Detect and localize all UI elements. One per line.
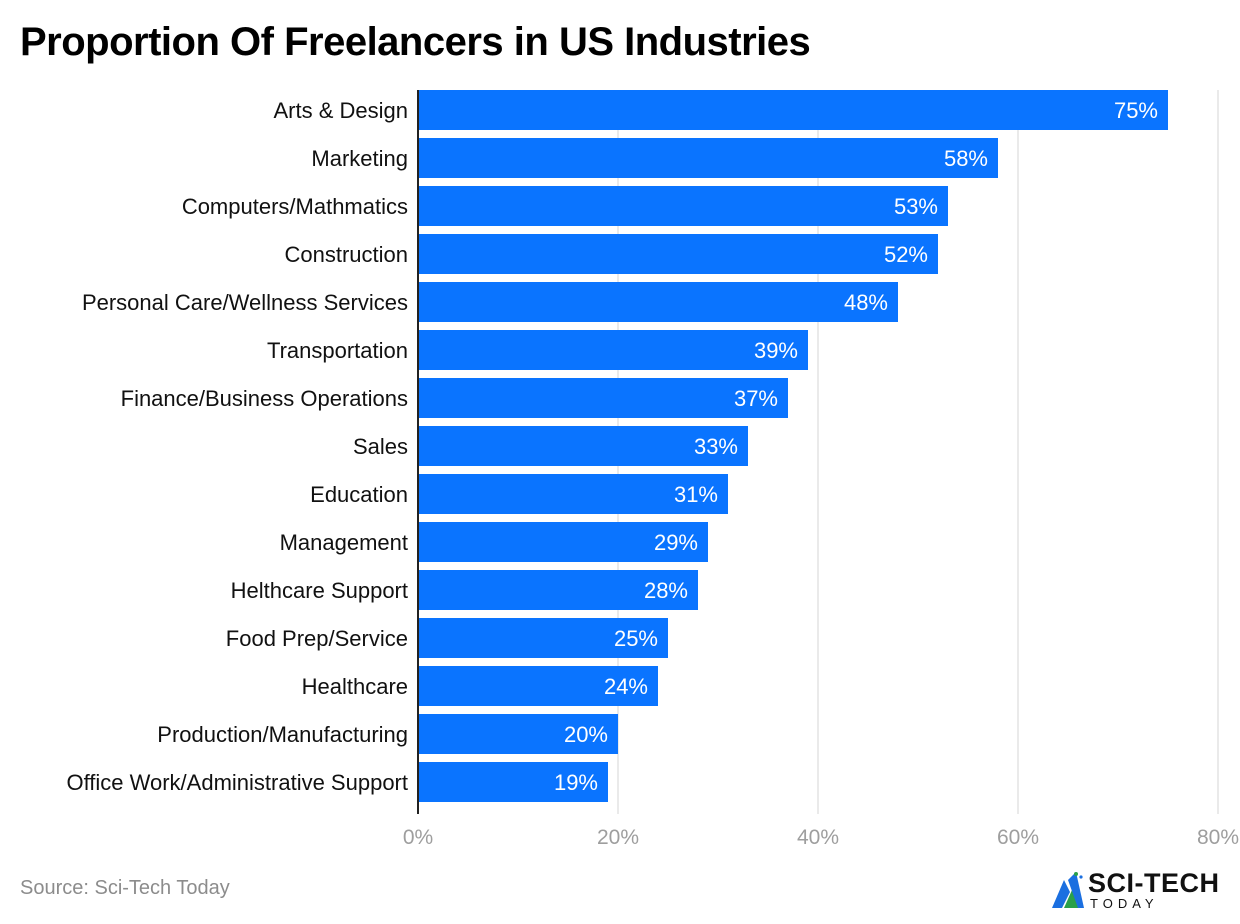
logo-subtitle: TODAY bbox=[1090, 896, 1159, 911]
data-label: 20% bbox=[564, 722, 608, 747]
data-label: 33% bbox=[694, 434, 738, 459]
data-label: 48% bbox=[844, 290, 888, 315]
category-label: Construction bbox=[284, 242, 408, 267]
category-label: Computers/Mathmatics bbox=[182, 194, 408, 219]
bar bbox=[418, 570, 698, 610]
data-label: 53% bbox=[894, 194, 938, 219]
category-label: Food Prep/Service bbox=[226, 626, 408, 651]
bar bbox=[418, 234, 938, 274]
bar-chart: 0% 20% 40% 60% 80% Arts & Design 75% Marketing 5… bbox=[66, 90, 1239, 849]
category-label: Office Work/Administrative Support bbox=[66, 770, 408, 795]
bar bbox=[418, 426, 748, 466]
category-label: Production/Manufacturing bbox=[157, 722, 408, 747]
category-label: Finance/Business Operations bbox=[121, 386, 408, 411]
data-label: 24% bbox=[604, 674, 648, 699]
bar bbox=[418, 186, 948, 226]
data-label: 28% bbox=[644, 578, 688, 603]
bar bbox=[418, 378, 788, 418]
data-label: 31% bbox=[674, 482, 718, 507]
bar bbox=[418, 714, 618, 754]
data-label: 25% bbox=[614, 626, 658, 651]
category-label: Management bbox=[280, 530, 408, 555]
data-label: 52% bbox=[884, 242, 928, 267]
bar bbox=[418, 330, 808, 370]
category-label: Arts & Design bbox=[274, 98, 409, 123]
data-label: 58% bbox=[944, 146, 988, 171]
sci-tech-logo: SCI-TECH TODAY bbox=[1050, 866, 1230, 916]
category-label: Healthcare bbox=[302, 674, 408, 699]
bar bbox=[418, 618, 668, 658]
category-label: Transportation bbox=[267, 338, 408, 363]
category-label: Sales bbox=[353, 434, 408, 459]
bar bbox=[418, 474, 728, 514]
data-label: 75% bbox=[1114, 98, 1158, 123]
category-label: Helthcare Support bbox=[231, 578, 408, 603]
x-tick-label: 80% bbox=[1197, 826, 1239, 849]
x-tick-label: 0% bbox=[403, 826, 433, 849]
data-label: 29% bbox=[654, 530, 698, 555]
logo-mark-icon bbox=[1052, 872, 1084, 908]
data-label: 19% bbox=[554, 770, 598, 795]
category-label: Marketing bbox=[311, 146, 408, 171]
data-label: 39% bbox=[754, 338, 798, 363]
source-note: Source: Sci-Tech Today bbox=[20, 877, 230, 899]
chart-title: Proportion Of Freelancers in US Industri… bbox=[20, 20, 811, 64]
bar bbox=[418, 522, 708, 562]
category-label: Education bbox=[310, 482, 408, 507]
bar bbox=[418, 138, 998, 178]
data-label: 37% bbox=[734, 386, 778, 411]
x-tick-label: 40% bbox=[797, 826, 839, 849]
x-tick-label: 20% bbox=[597, 826, 639, 849]
bar bbox=[418, 666, 658, 706]
logo-wordmark: SCI-TECH bbox=[1088, 868, 1220, 898]
bar bbox=[418, 762, 608, 802]
bar bbox=[418, 90, 1168, 130]
bar bbox=[418, 282, 898, 322]
category-label: Personal Care/Wellness Services bbox=[82, 290, 408, 315]
x-tick-label: 60% bbox=[997, 826, 1039, 849]
